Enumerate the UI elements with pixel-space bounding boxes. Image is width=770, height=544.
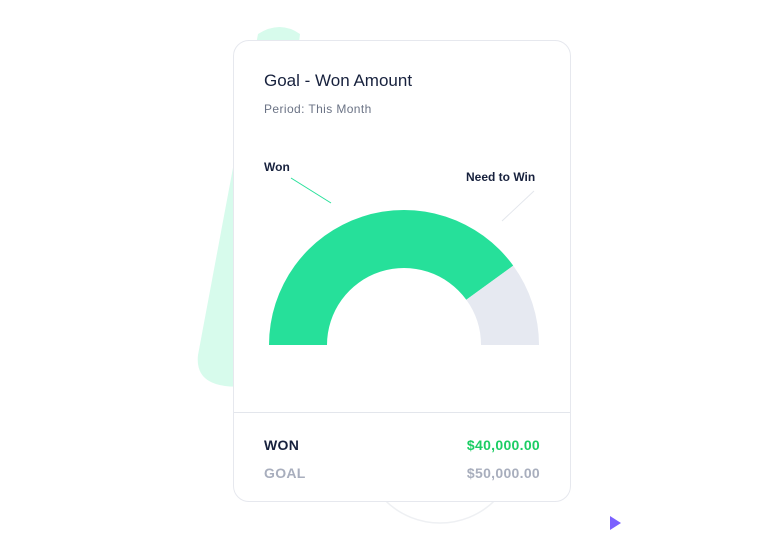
gauge-won-arc bbox=[269, 210, 514, 345]
goal-card: Goal - Won Amount Period: This Month Won… bbox=[233, 40, 571, 502]
gauge-chart bbox=[269, 177, 539, 345]
won-label: WON bbox=[264, 437, 300, 453]
divider bbox=[234, 412, 570, 413]
won-chart-label: Won bbox=[264, 160, 290, 174]
play-triangle-icon bbox=[610, 516, 621, 530]
need-leader-line bbox=[501, 190, 535, 222]
card-title: Goal - Won Amount bbox=[264, 71, 413, 90]
won-amount: $40,000.00 bbox=[466, 437, 540, 453]
goal-label: GOAL bbox=[264, 465, 306, 481]
won-row: WON $40,000.00 bbox=[264, 437, 540, 453]
gauge-remaining-arc bbox=[466, 265, 539, 345]
goal-row: GOAL $50,000.00 bbox=[264, 465, 540, 481]
goal-amount: $50,000.00 bbox=[466, 465, 540, 481]
period-label: Period: This Month bbox=[264, 102, 372, 116]
won-leader-line bbox=[290, 177, 332, 204]
need-to-win-chart-label: Need to Win bbox=[466, 170, 536, 184]
